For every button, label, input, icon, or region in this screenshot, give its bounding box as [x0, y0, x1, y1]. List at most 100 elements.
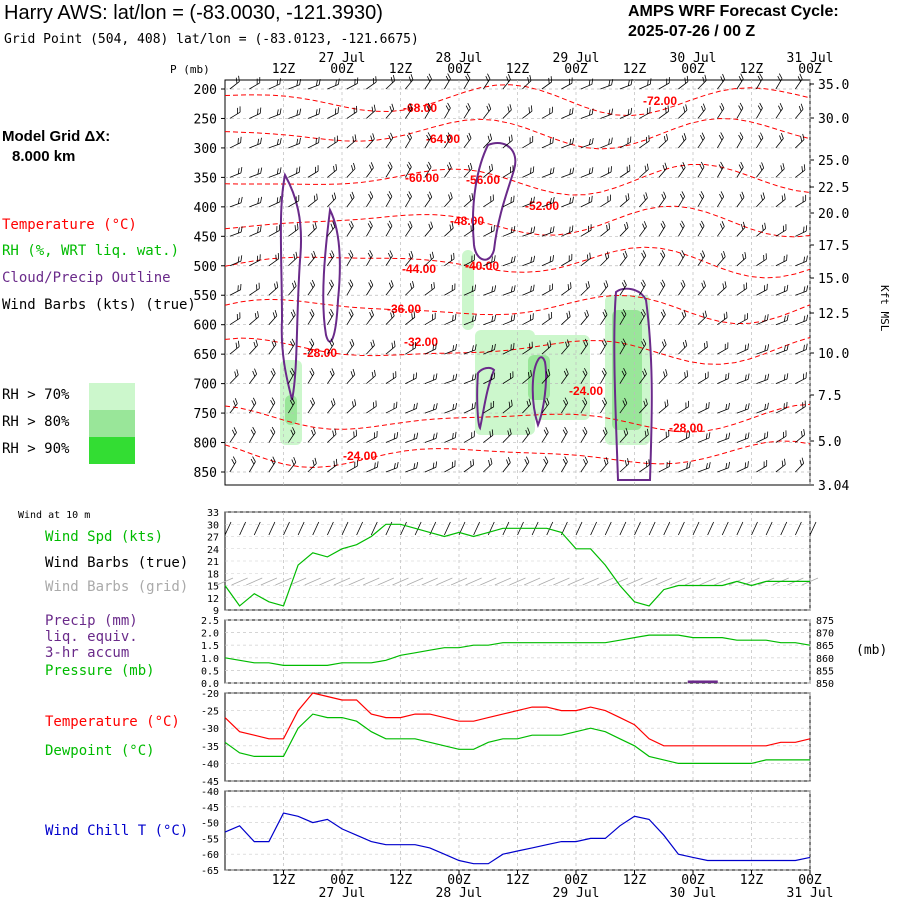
- wind-barb-flag: [333, 192, 337, 199]
- wind-barb-flag: [412, 280, 415, 287]
- wind-barb-flag: [376, 461, 379, 468]
- wind-barb-flag: [572, 196, 574, 203]
- wind-barb-shaft: [697, 467, 710, 473]
- wind-barb-flag: [334, 137, 336, 144]
- wind-barb-flag: [426, 76, 431, 82]
- wind-barb-flag: [763, 285, 766, 292]
- wind-barb-flag: [533, 255, 536, 262]
- wind-barb-shaft: [385, 196, 393, 208]
- wind-barb: [385, 103, 395, 119]
- wind-barb-flag: [530, 105, 533, 112]
- wind-barb: [385, 161, 393, 178]
- wind-barb-shaft: [775, 320, 788, 326]
- wind-barb-flag: [630, 78, 633, 85]
- wind-barb: [346, 309, 354, 325]
- wind-barb-shaft: [561, 344, 570, 355]
- wind-barb-flag: [448, 194, 451, 201]
- wind-barb-flag: [273, 338, 277, 345]
- wind-barb-shaft: [561, 316, 571, 325]
- wind-barb-flag: [766, 460, 768, 466]
- wind-barb-flag: [392, 310, 395, 317]
- wind-barb-flag: [728, 402, 730, 409]
- wind-barb-flag: [471, 403, 474, 410]
- wind-barb-shaft: [658, 111, 669, 119]
- wind-barb-flag: [588, 79, 591, 86]
- wind-barb-flag: [329, 252, 333, 259]
- wind-barb: [541, 427, 549, 443]
- wind-barb-flag: [313, 195, 316, 202]
- wind-barb-shaft: [561, 143, 573, 149]
- wind-barb-flag: [374, 462, 376, 469]
- wind-barb-flag: [276, 79, 279, 86]
- wind-barb-flag: [316, 193, 318, 200]
- wind-barb: [561, 282, 572, 296]
- wind-barb-flag: [719, 223, 723, 230]
- wind-barb-flag: [353, 162, 356, 169]
- wind-barb: [541, 311, 553, 326]
- wind-barb: [424, 461, 438, 473]
- wind-barb-flag: [240, 196, 243, 203]
- wind-barb-shaft: [600, 285, 609, 296]
- wind-barb-flag: [682, 279, 686, 286]
- wind-barb-flag: [450, 192, 453, 198]
- wind-barb-flag: [760, 132, 764, 139]
- wind-barb-shaft: [522, 80, 532, 90]
- date-label-bottom: 29 Jul: [553, 886, 600, 900]
- pressure-tick-label: 600: [194, 319, 217, 334]
- wind-barb-flag: [368, 282, 372, 288]
- wind-barb-flag: [270, 399, 274, 406]
- wind-barb-flag: [413, 433, 416, 440]
- wind-barb-shaft: [483, 378, 495, 384]
- wind-barb-flag: [570, 282, 572, 289]
- wind-barb: [619, 221, 629, 237]
- wind-barb-flag: [689, 461, 691, 468]
- wind-barb: [639, 106, 651, 119]
- wind-barb-flag: [766, 283, 768, 290]
- wind-barb-flag: [705, 463, 708, 469]
- wind-barb-flag: [645, 398, 648, 405]
- wind-barb: [483, 194, 494, 208]
- wind-barb-flag: [256, 78, 258, 85]
- wind-barb: [600, 427, 608, 443]
- grid-wind-barb: [670, 577, 687, 586]
- wind-barb: [463, 284, 476, 296]
- wind-barb-shaft: [756, 197, 765, 208]
- wind-tick-label: 24: [207, 545, 219, 556]
- wind-barb: [268, 310, 278, 325]
- wind-barb: [288, 251, 298, 267]
- wind-barb-shaft: [580, 315, 589, 325]
- wind-barb-flag: [509, 428, 512, 435]
- wind-barb-flag: [512, 165, 514, 172]
- wind-barb-flag: [552, 255, 554, 261]
- wind-barb: [346, 191, 355, 208]
- wind-barb-flag: [430, 221, 433, 228]
- wind-barb-shaft: [463, 290, 476, 296]
- wind-barb-flag: [646, 428, 649, 435]
- wind-barb-flag: [435, 343, 437, 350]
- wind-barb-flag: [278, 224, 280, 231]
- wind-barb: [385, 280, 394, 296]
- wind-barb-flag: [552, 196, 555, 203]
- wind-barb-flag: [782, 163, 785, 169]
- wind-barb-shaft: [268, 230, 280, 237]
- wind-barb: [229, 167, 243, 178]
- wind-barb-shaft: [424, 466, 437, 473]
- wind-barb-shaft: [541, 345, 552, 355]
- time-tick-label-bottom: 00Z: [447, 873, 471, 888]
- wind-barb-flag: [491, 286, 494, 293]
- wind-barb-flag: [799, 73, 803, 80]
- wind-barb-shaft: [327, 197, 337, 208]
- wind-barb-flag: [279, 78, 281, 85]
- wind-barb-flag: [622, 338, 627, 344]
- wind-barb-flag: [237, 256, 240, 263]
- wind-barb-shaft: [444, 258, 455, 267]
- wind-barb-shaft: [502, 290, 515, 296]
- wind-barb-shaft: [502, 170, 514, 178]
- wind-barb-flag: [310, 282, 314, 288]
- wind-barb-shaft: [522, 461, 530, 473]
- wind-barb-flag: [562, 458, 567, 465]
- wind-barb-flag: [642, 250, 647, 256]
- wind-barb-flag: [335, 79, 337, 86]
- date-label-bottom: 31 Jul: [787, 886, 834, 900]
- wind-barb: [268, 368, 276, 384]
